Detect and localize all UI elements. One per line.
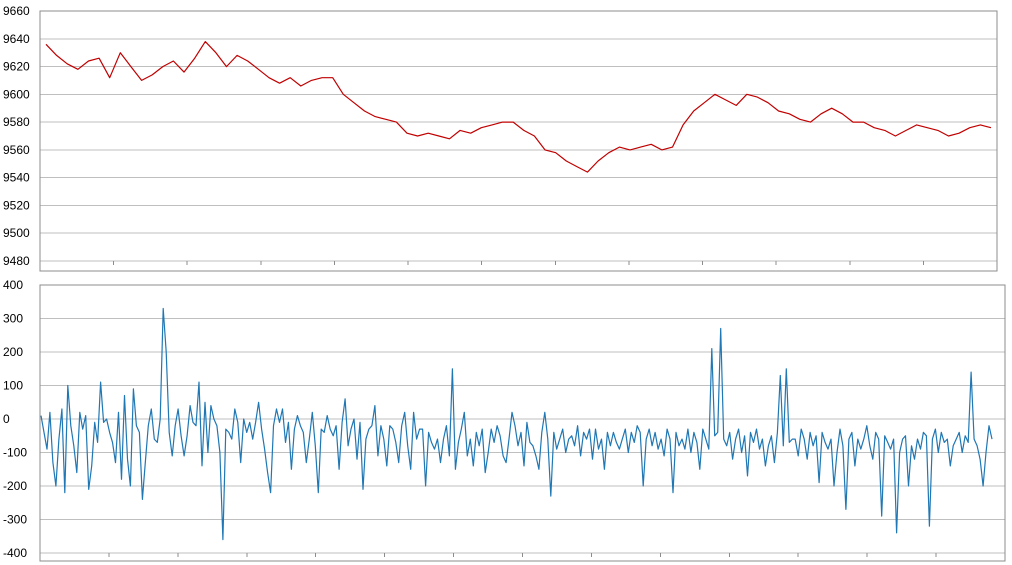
price-chart-y-tick-label: 9500 <box>3 226 30 240</box>
change-chart-y-tick-label: 200 <box>3 345 23 359</box>
change-chart-y-tick-label: -100 <box>3 446 27 460</box>
change-chart-y-tick-label: 100 <box>3 379 23 393</box>
price-chart-y-tick-label: 9560 <box>3 143 30 157</box>
price-chart-y-tick-label: 9620 <box>3 60 30 74</box>
change-chart-gridlines <box>40 284 1005 554</box>
change-chart-y-tick-label: 300 <box>3 312 23 326</box>
price-chart-series <box>45 40 992 173</box>
change-chart-y-tick-label: -400 <box>3 546 27 560</box>
price-chart-y-tick-label: 9540 <box>3 171 30 185</box>
change-chart-y-tick-label: 400 <box>3 278 23 292</box>
price-chart-y-tick-label: 9480 <box>3 254 30 268</box>
change-chart-y-tick-label: -200 <box>3 479 27 493</box>
change-chart-series-line <box>40 307 993 541</box>
price-chart-y-tick-label: 9640 <box>3 32 30 46</box>
change-chart-series <box>40 307 993 541</box>
price-chart-x-axis <box>39 261 998 265</box>
price-chart-plot-area <box>39 10 998 272</box>
price-chart-y-tick-label: 9580 <box>3 115 30 129</box>
price-chart-series-line <box>45 40 992 173</box>
change-chart-x-axis <box>39 553 1006 557</box>
change-chart: 400 300 200 100 0 -100 -200 -300 -400 <box>3 278 1006 562</box>
change-chart-y-axis: 400 300 200 100 0 -100 -200 -300 -400 <box>3 278 27 560</box>
price-chart-y-tick-label: 9660 <box>3 4 30 18</box>
change-chart-y-tick-label: -300 <box>3 513 27 527</box>
change-chart-y-tick-label: 0 <box>3 412 10 426</box>
price-chart-y-axis: 9660 9640 9620 9600 9580 9560 9540 9520 9500 9480 <box>3 4 30 268</box>
price-chart-gridlines <box>40 10 997 262</box>
change-chart-plot-area <box>39 284 1006 562</box>
price-chart-y-tick-label: 9600 <box>3 87 30 101</box>
price-chart: 9660 9640 9620 9600 9580 9560 9540 9520 9500 9480 <box>3 4 998 272</box>
price-chart-y-tick-label: 9520 <box>3 198 30 212</box>
